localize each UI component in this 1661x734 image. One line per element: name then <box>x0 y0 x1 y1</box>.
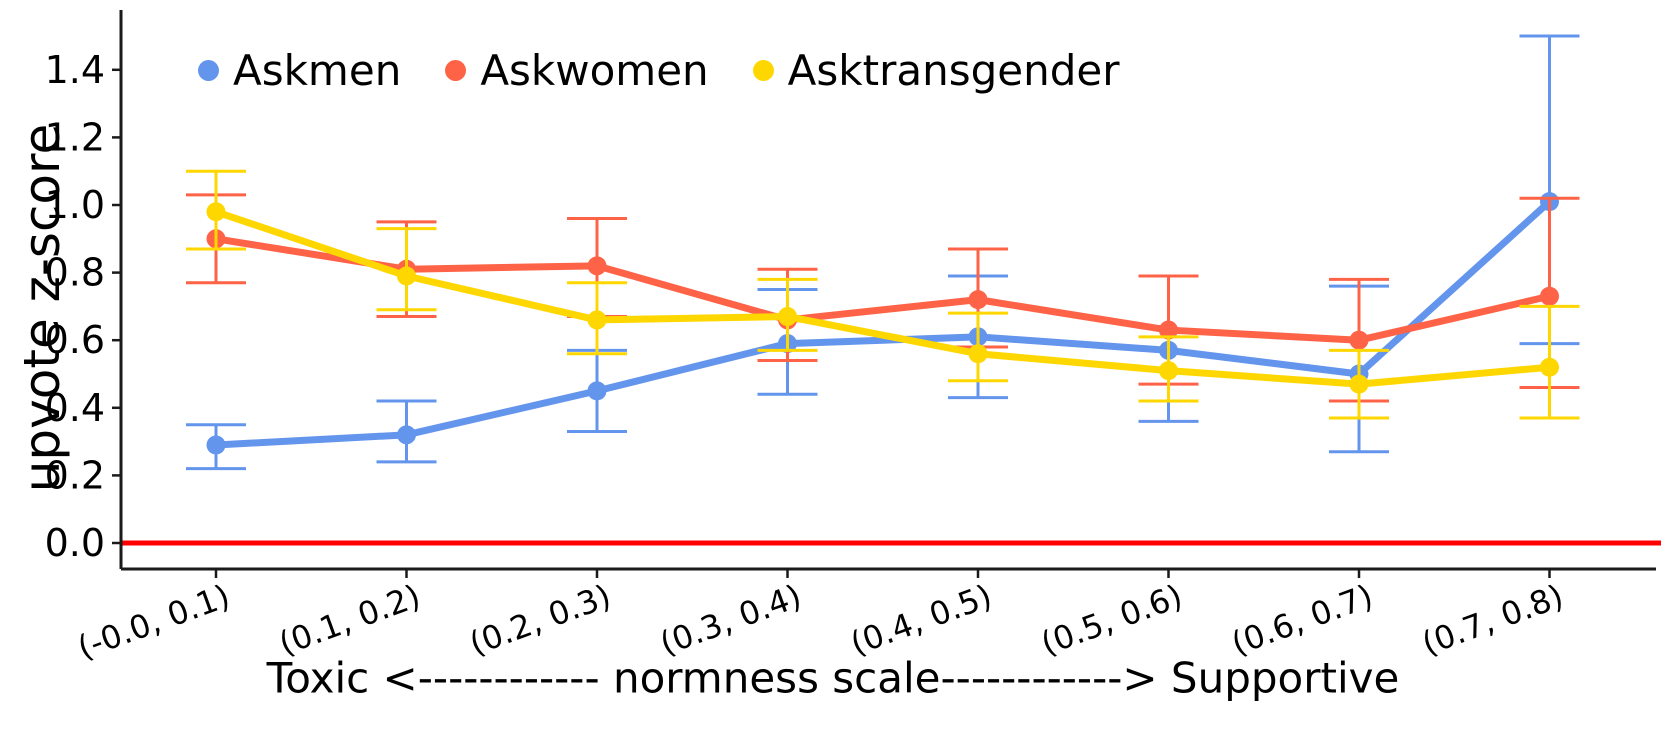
data-point-asktransgender <box>1349 374 1369 394</box>
legend-item-asktransgender: Asktransgender <box>752 46 1120 95</box>
data-point-askwomen <box>1349 330 1369 350</box>
x-tick-label: (-0.0, 0.1) <box>73 577 235 667</box>
data-point-asktransgender <box>778 307 797 327</box>
x-tick-label: (0.7, 0.8) <box>1417 577 1568 663</box>
data-point-asktransgender <box>397 266 416 286</box>
data-point-askmen <box>587 381 607 401</box>
data-point-asktransgender <box>1159 361 1178 381</box>
y-axis-title: upvote z-score <box>13 123 71 493</box>
y-tick-label: 0.2 <box>45 453 105 497</box>
legend-dot <box>198 60 219 81</box>
y-tick-label: 0.6 <box>45 318 105 362</box>
x-tick-label: (0.6, 0.7) <box>1227 577 1378 663</box>
legend-label: Askwomen <box>480 46 709 95</box>
y-tick-label: 1.0 <box>45 183 105 227</box>
x-tick-label: (0.4, 0.5) <box>846 577 997 663</box>
data-point-askwomen <box>1540 286 1559 306</box>
series-line-asktransgender <box>214 208 1550 388</box>
data-point-asktransgender <box>206 202 226 222</box>
legend-label: Askmen <box>233 46 402 95</box>
x-tick-label: (0.5, 0.6) <box>1036 577 1187 663</box>
data-point-askwomen <box>968 290 988 310</box>
y-tick-label: 0.8 <box>45 251 105 295</box>
y-tick-label: 1.4 <box>45 48 105 92</box>
data-point-askwomen <box>1159 320 1178 340</box>
y-tick-label: 0.0 <box>45 521 105 565</box>
x-tick-label: (0.3, 0.4) <box>655 577 806 663</box>
x-axis-title: Toxic <------------ normness scale------… <box>266 653 1400 703</box>
legend-label: Asktransgender <box>787 46 1120 95</box>
data-point-asktransgender <box>1540 357 1559 377</box>
legend-dot <box>445 60 467 81</box>
legend: Askmen Askwomen Asktransgender <box>198 46 1119 95</box>
legend-item-askwomen: Askwomen <box>445 46 709 95</box>
x-tick-label: (0.2, 0.3) <box>465 577 616 663</box>
data-point-askmen <box>206 435 226 455</box>
series-line-askwomen <box>215 235 1551 344</box>
y-tick-label: 0.4 <box>45 386 105 430</box>
data-point-askwomen <box>587 256 607 276</box>
series-line-askmen <box>215 199 1552 449</box>
data-point-asktransgender <box>587 310 607 330</box>
legend-dot <box>752 60 774 81</box>
y-tick-label: 1.2 <box>45 115 105 159</box>
data-point-askmen <box>397 425 416 445</box>
data-point-asktransgender <box>968 344 988 364</box>
x-tick-label: (0.1, 0.2) <box>274 577 425 663</box>
legend-item-askmen: Askmen <box>198 46 401 95</box>
